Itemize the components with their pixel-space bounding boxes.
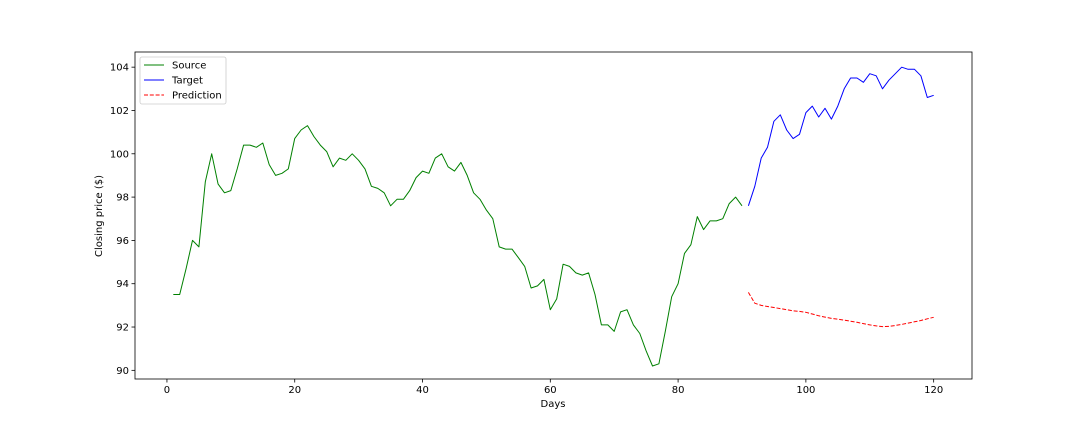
x-axis-label: Days <box>541 399 566 410</box>
x-tick-label: 0 <box>164 385 170 396</box>
series-line-prediction <box>747 292 934 328</box>
plot-area <box>135 52 972 379</box>
y-tick-label: 92 <box>116 323 129 334</box>
x-tick-label: 20 <box>288 385 301 396</box>
x-tick-label: 120 <box>924 385 943 396</box>
y-axis-label: Closing price ($) <box>94 175 105 257</box>
y-tick-label: 98 <box>116 193 129 204</box>
series-line-target <box>747 66 934 206</box>
series-layer <box>173 66 934 367</box>
y-tick-label: 94 <box>116 279 129 290</box>
legend-label-prediction: Prediction <box>172 91 222 102</box>
legend-label-source: Source <box>172 61 206 72</box>
y-tick-label: 96 <box>116 236 129 247</box>
y-tick-label: 90 <box>116 366 129 377</box>
series-line-source <box>173 125 743 367</box>
x-tick-label: 100 <box>796 385 815 396</box>
legend-box <box>139 56 227 105</box>
legend: Source Target Prediction <box>139 56 227 105</box>
x-tick-label: 80 <box>672 385 685 396</box>
x-tick-label: 40 <box>416 385 429 396</box>
y-tick-label: 102 <box>110 106 129 117</box>
legend-label-target: Target <box>171 76 203 87</box>
y-tick-label: 104 <box>110 63 129 74</box>
y-tick-label: 100 <box>110 149 129 160</box>
x-axis: 0 20 40 60 80 100 120 <box>164 379 943 396</box>
plot-frame <box>134 51 973 380</box>
y-axis: 90 92 94 96 98 100 102 104 <box>110 63 135 377</box>
x-tick-label: 60 <box>544 385 557 396</box>
